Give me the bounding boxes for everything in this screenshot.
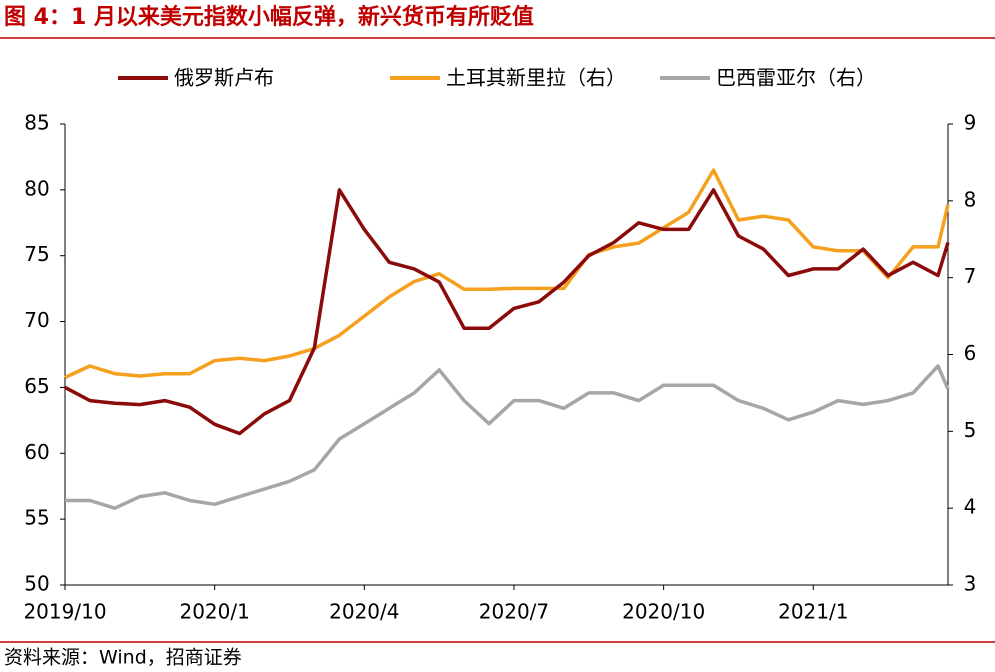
- y-tick-label: 65: [24, 374, 49, 398]
- y-tick-label: 55: [24, 506, 49, 530]
- legend-label: 土耳其新里拉（右）: [446, 66, 626, 90]
- y2-tick-label: 8: [964, 187, 977, 211]
- y2-tick-label: 3: [964, 572, 977, 596]
- x-tick-label: 2020/4: [329, 600, 399, 624]
- x-tick-label: 2020/10: [622, 600, 705, 624]
- series-line: [64, 168, 950, 380]
- y2-tick-label: 5: [964, 418, 977, 442]
- y2-tick-label: 4: [964, 495, 977, 519]
- y-tick-label: 60: [24, 440, 49, 464]
- y-tick-label: 80: [24, 176, 49, 200]
- chart-title: 图 4：1 月以来美元指数小幅反弹，新兴货币有所贬值: [4, 4, 534, 30]
- x-tick-label: 2020/1: [179, 600, 249, 624]
- y-tick-label: 70: [24, 308, 49, 332]
- x-tick-label: 2021/1: [778, 600, 848, 624]
- y-tick-label: 50: [24, 572, 49, 596]
- x-tick-label: 2019/10: [23, 600, 106, 624]
- y2-tick-label: 7: [964, 264, 977, 288]
- series-line: [64, 188, 950, 436]
- x-tick-label: 2020/7: [479, 600, 549, 624]
- source: 资料来源：Wind，招商证券: [4, 647, 242, 669]
- legend-label: 俄罗斯卢布: [174, 66, 274, 90]
- y2-tick-label: 9: [964, 111, 977, 135]
- legend-label: 巴西雷亚尔（右）: [716, 66, 876, 90]
- series-line: [65, 364, 950, 510]
- y-tick-label: 85: [24, 111, 49, 135]
- y-tick-label: 75: [24, 242, 49, 266]
- y2-tick-label: 6: [964, 341, 977, 365]
